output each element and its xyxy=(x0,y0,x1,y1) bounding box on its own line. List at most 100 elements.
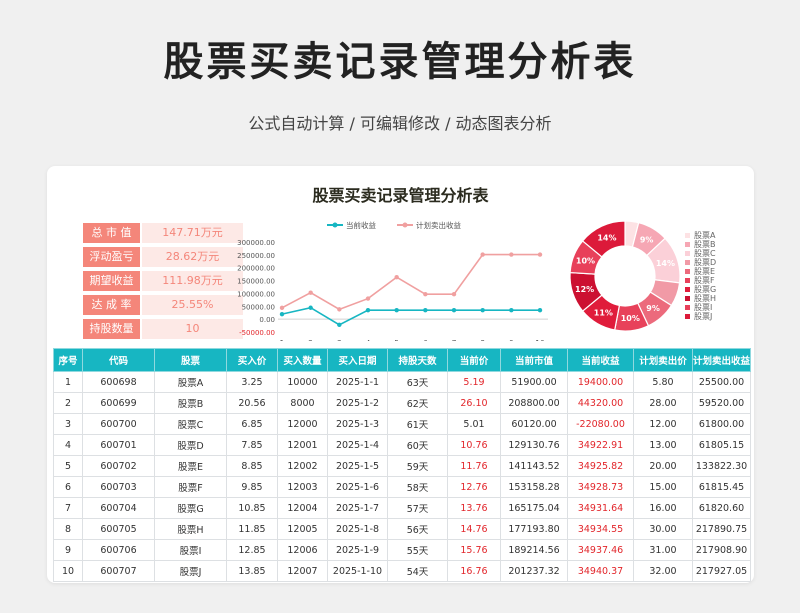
kpi-value: 25.55% xyxy=(142,295,243,315)
table-cell: 15.00 xyxy=(633,476,693,498)
x-tick-label: 2 xyxy=(308,339,313,341)
table-cell: 217927.05 xyxy=(692,560,751,582)
table-cell: 61820.60 xyxy=(692,497,751,519)
table-cell: 股票H xyxy=(154,518,227,540)
table-cell: 2025-1-3 xyxy=(327,413,388,435)
table-cell: 8.85 xyxy=(226,455,278,477)
series-planned-point xyxy=(537,252,543,257)
column-header: 买入价 xyxy=(226,348,278,372)
x-tick-label: 9 xyxy=(509,339,514,341)
column-header: 持股天数 xyxy=(387,348,448,372)
table-cell: -22080.00 xyxy=(567,413,634,435)
kpi-panel: 总 市 值 147.71万元 浮动盈亏 28.62万元 期望收益 111.98万… xyxy=(83,223,243,343)
x-tick-label: 8 xyxy=(480,339,485,341)
kpi-label: 达 成 率 xyxy=(83,295,140,315)
legend-swatch xyxy=(685,296,690,301)
table-cell: 5.19 xyxy=(447,371,501,393)
table-cell: 59天 xyxy=(387,455,448,477)
legend-label: 股票D xyxy=(694,258,717,267)
table-row: 4 600701 股票D 7.85 12001 2025-1-4 60天 10.76 12913… xyxy=(53,434,751,456)
legend-item: 股票C xyxy=(685,249,716,258)
y-tick-label: -50000.00 xyxy=(239,329,275,337)
kpi-value: 111.98万元 xyxy=(142,271,243,291)
legend-item: 股票F xyxy=(685,276,716,285)
table-cell: 25500.00 xyxy=(692,371,751,393)
kpi-label: 浮动盈亏 xyxy=(83,247,140,267)
table-cell: 14.76 xyxy=(447,518,501,540)
table-cell: 2025-1-5 xyxy=(327,455,388,477)
table-cell: 3 xyxy=(53,413,83,435)
legend-swatch xyxy=(685,260,690,265)
table-cell: 1 xyxy=(53,371,83,393)
column-header: 计划卖出收益 xyxy=(692,348,751,372)
table-cell: 600698 xyxy=(82,371,155,393)
table-cell: 30.00 xyxy=(633,518,693,540)
table-cell: 16.76 xyxy=(447,560,501,582)
table-cell: 153158.28 xyxy=(500,476,568,498)
table-row: 5 600702 股票E 8.85 12002 2025-1-5 59天 11.76 14114… xyxy=(53,455,751,477)
series-planned-point xyxy=(365,296,371,301)
column-header: 股票 xyxy=(154,348,227,372)
donut-slice-label: 9% xyxy=(646,304,660,313)
table-cell: 12004 xyxy=(277,497,328,519)
table-cell: 股票J xyxy=(154,560,227,582)
table-header-row: 序号 代码 股票 买入价 买入数量 买入日期 持股天数 当前价 当前市值 当前收益 计划卖出价 计划卖… xyxy=(53,348,751,372)
series-current-point xyxy=(365,307,371,313)
kpi-label: 总 市 值 xyxy=(83,223,140,243)
legend-item: 股票H xyxy=(685,294,716,303)
x-tick-label: 6 xyxy=(423,339,428,341)
table-cell: 20.00 xyxy=(633,455,693,477)
table-cell: 6 xyxy=(53,476,83,498)
table-cell: 34934.55 xyxy=(567,518,634,540)
table-cell: 2025-1-4 xyxy=(327,434,388,456)
kpi-value: 10 xyxy=(142,319,243,339)
table-cell: 12000 xyxy=(277,413,328,435)
table-cell: 5 xyxy=(53,455,83,477)
table-cell: 62天 xyxy=(387,392,448,414)
table-cell: 股票A xyxy=(154,371,227,393)
table-row: 10 600707 股票J 13.85 12007 2025-1-10 54天 16.76 20… xyxy=(53,560,751,582)
kpi-value: 28.62万元 xyxy=(142,247,243,267)
table-cell: 8 xyxy=(53,518,83,540)
table-cell: 61805.15 xyxy=(692,434,751,456)
series-planned-point xyxy=(480,252,485,257)
table-cell: 600702 xyxy=(82,455,155,477)
table-cell: 2025-1-10 xyxy=(327,560,388,582)
stock-table: 序号 代码 股票 买入价 买入数量 买入日期 持股天数 当前价 当前市值 当前收益 计划卖出价 计划卖… xyxy=(53,348,751,582)
table-cell: 4 xyxy=(53,434,83,456)
series-planned-point xyxy=(394,275,399,280)
table-cell: 51900.00 xyxy=(500,371,568,393)
legend-item: 股票A xyxy=(685,231,716,240)
table-cell: 股票I xyxy=(154,539,227,561)
legend-swatch xyxy=(685,269,690,274)
kpi-total-value: 总 市 值 147.71万元 xyxy=(83,223,243,243)
table-cell: 28.00 xyxy=(633,392,693,414)
donut-slice-label: 10% xyxy=(621,314,640,323)
table-cell: 13.76 xyxy=(447,497,501,519)
legend-label: 当前收益 xyxy=(346,220,376,230)
donut-slice-label: 14% xyxy=(656,259,675,268)
table-cell: 12.00 xyxy=(633,413,693,435)
table-cell: 600700 xyxy=(82,413,155,435)
series-planned-point xyxy=(337,307,342,312)
table-cell: 58天 xyxy=(387,476,448,498)
table-cell: 12002 xyxy=(277,455,328,477)
legend-swatch xyxy=(685,305,690,310)
legend-label: 股票H xyxy=(694,294,717,303)
column-header: 当前市值 xyxy=(500,348,568,372)
legend-item: 股票D xyxy=(685,258,716,267)
table-cell: 12.85 xyxy=(226,539,278,561)
page-title: 股票买卖记录管理分析表 xyxy=(163,39,637,85)
table-cell: 31.00 xyxy=(633,539,693,561)
table-cell: 7 xyxy=(53,497,83,519)
table-cell: 12006 xyxy=(277,539,328,561)
donut-slice xyxy=(581,220,626,258)
series-planned-point xyxy=(308,290,313,295)
table-row: 7 600704 股票G 10.85 12004 2025-1-7 57天 13.76 1651… xyxy=(53,497,751,519)
table-cell: 11.85 xyxy=(226,518,278,540)
table-row: 8 600705 股票H 11.85 12005 2025-1-8 56天 14.76 1771… xyxy=(53,518,751,540)
table-cell: 3.25 xyxy=(226,371,278,393)
table-cell: 600703 xyxy=(82,476,155,498)
table-cell: 55天 xyxy=(387,539,448,561)
table-cell: 217890.75 xyxy=(692,518,751,540)
